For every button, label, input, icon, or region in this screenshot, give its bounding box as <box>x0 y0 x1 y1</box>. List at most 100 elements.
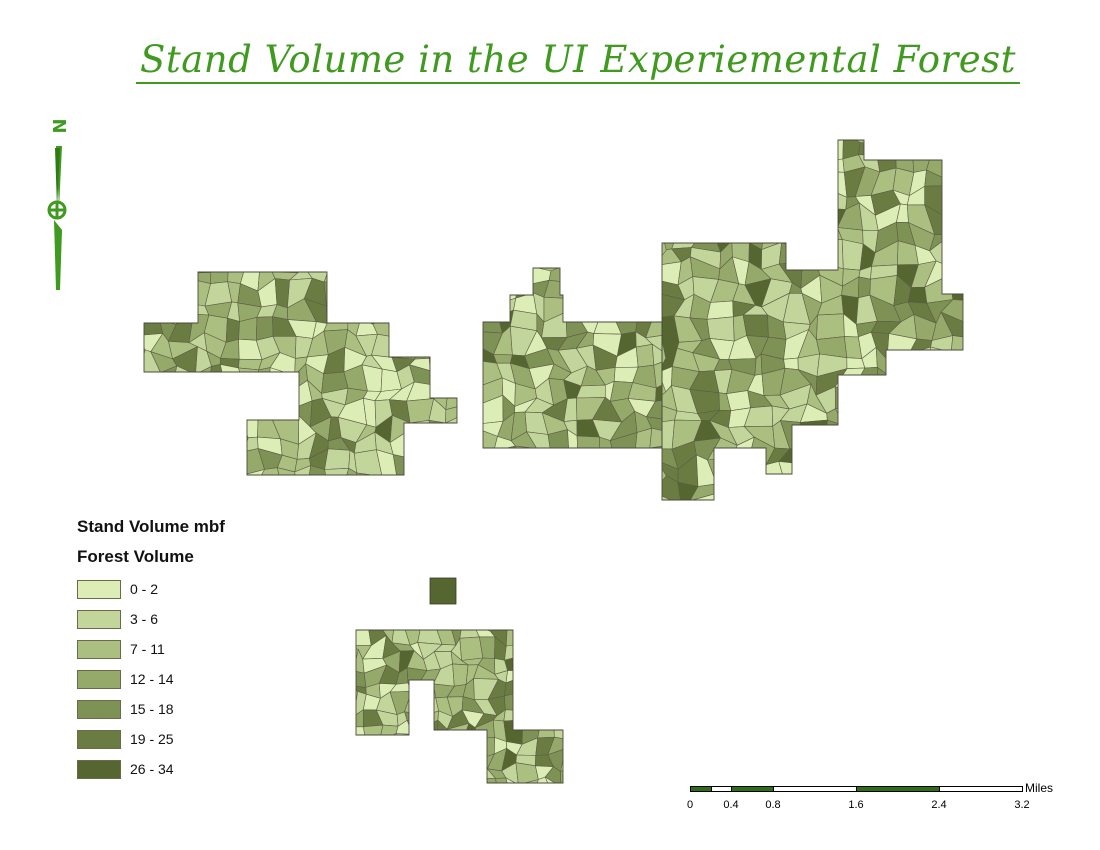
forest-stand <box>643 445 662 448</box>
forest-stand <box>944 202 963 235</box>
forest-stand <box>306 465 329 475</box>
scale-segment <box>690 786 712 792</box>
forest-stand <box>537 723 555 739</box>
forest-stand <box>962 462 963 480</box>
forest-stand <box>446 749 464 773</box>
forest-stand <box>356 472 385 475</box>
forest-stand <box>708 153 740 178</box>
forest-stand <box>509 445 538 448</box>
forest-stand <box>761 519 791 528</box>
legend-swatch <box>77 639 121 659</box>
forest-stand <box>356 750 373 772</box>
forest-stand <box>144 437 161 456</box>
forest-stand <box>891 373 919 392</box>
forest-stand <box>446 281 457 308</box>
forest-stand <box>662 189 685 209</box>
forest-stand <box>463 471 485 496</box>
forest-stand <box>223 470 240 475</box>
forest-stand <box>269 408 300 416</box>
forest-stand <box>440 313 457 343</box>
forest-stand <box>942 226 963 254</box>
forest-stand <box>412 763 421 780</box>
forest-stand <box>353 449 383 475</box>
forest-stand <box>324 448 351 470</box>
forest-stand <box>467 317 483 342</box>
forest-stand <box>456 402 457 427</box>
forest-stand <box>670 159 702 172</box>
forest-stand <box>943 349 963 379</box>
forest-stand <box>632 294 655 318</box>
forest-stand <box>176 272 193 281</box>
forest-stand <box>828 140 844 161</box>
forest-stand <box>225 317 240 343</box>
forest-stand <box>168 437 195 462</box>
forest-stand <box>194 483 214 501</box>
forest-stand <box>547 736 563 756</box>
forest-stand <box>426 272 453 286</box>
forest-stand <box>447 272 457 292</box>
forest-stand <box>532 710 555 725</box>
unit-outlines <box>143 139 964 784</box>
forest-stand <box>714 483 740 495</box>
forest-stand <box>405 793 427 809</box>
forest-stand <box>907 286 928 304</box>
forest-stand <box>441 333 457 360</box>
legend-swatch <box>77 729 121 749</box>
forest-stand <box>677 140 701 161</box>
forest-stand <box>176 483 197 513</box>
forest-stand <box>796 491 827 500</box>
forest-stand <box>504 643 525 661</box>
forest-stand <box>211 437 229 453</box>
forest-stand <box>393 484 419 508</box>
forest-stand <box>710 168 730 188</box>
forest-stand <box>456 349 457 378</box>
legend-label: 0 - 2 <box>130 581 159 597</box>
forest-stand <box>547 710 560 724</box>
forest-stand <box>450 732 466 756</box>
forest-stand <box>747 169 768 198</box>
forest-stand <box>207 386 230 411</box>
forest-stand <box>144 318 164 336</box>
forest-stand <box>887 493 912 500</box>
forest-stand <box>887 476 912 500</box>
forest-stand <box>367 798 386 813</box>
forest-stand <box>356 284 379 307</box>
forest-stand <box>349 792 368 814</box>
forest-stand <box>783 357 799 371</box>
forest-stand <box>676 514 702 533</box>
forest-stand <box>926 368 955 394</box>
forest-stand <box>887 462 917 487</box>
forest-stand <box>370 750 385 772</box>
forest-stand <box>356 735 371 754</box>
scale-segment <box>939 786 1023 792</box>
forest-stand <box>218 417 249 443</box>
forest-stand <box>406 473 430 475</box>
forest-stand <box>942 437 963 466</box>
forest-stand <box>523 630 541 647</box>
legend-swatch <box>77 609 121 629</box>
forest-stand <box>962 220 963 254</box>
forest-stand <box>356 726 366 740</box>
forest-stand <box>456 373 457 390</box>
forest-stand <box>459 630 480 639</box>
forest-stand <box>951 392 963 407</box>
forest-stand <box>392 311 414 339</box>
forest-stand <box>431 749 452 773</box>
forest-stand <box>482 451 502 466</box>
forest-stand <box>340 272 368 286</box>
forest-stand <box>908 504 936 522</box>
legend-label: 15 - 18 <box>130 701 174 717</box>
forest-stand <box>522 797 532 812</box>
forest-stand <box>783 492 801 500</box>
forest-stand <box>748 511 767 528</box>
forest-stand <box>201 470 229 475</box>
forest-stand <box>152 422 179 439</box>
legend-label: 7 - 11 <box>130 641 165 657</box>
forest-stand <box>735 140 755 154</box>
forest-stand <box>201 449 229 475</box>
forest-stand <box>559 637 563 659</box>
forest-stand <box>941 478 963 500</box>
forest-stand <box>517 779 539 783</box>
forest-stand <box>611 283 634 305</box>
